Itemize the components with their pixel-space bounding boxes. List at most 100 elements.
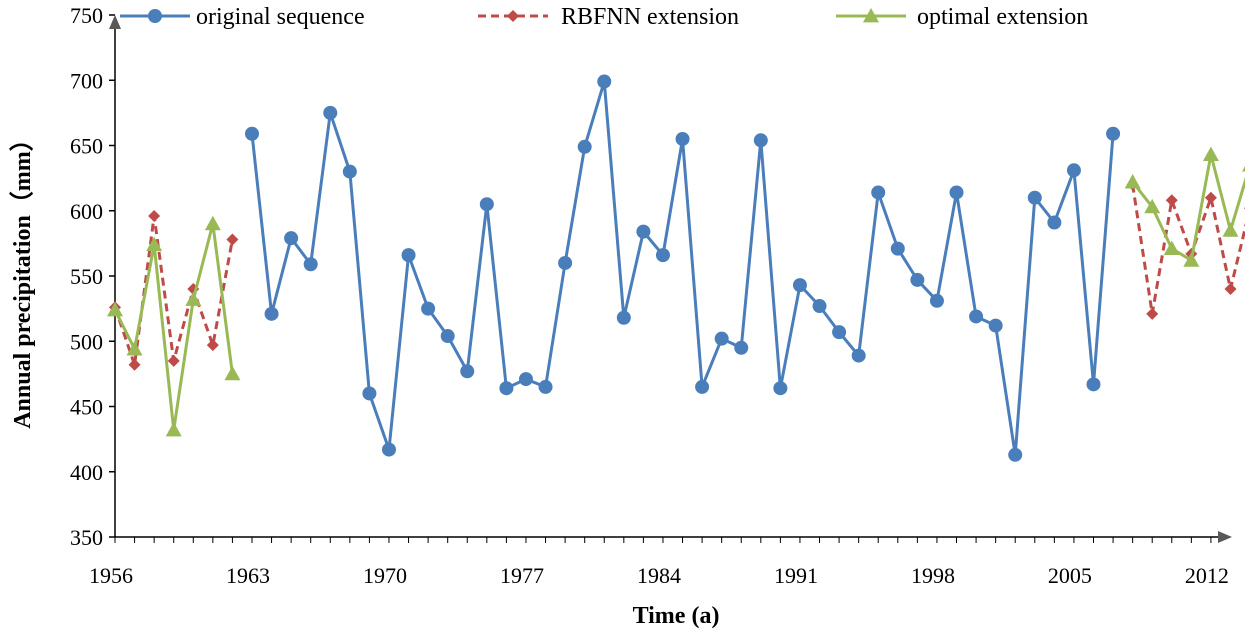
data-point [1183,252,1200,267]
x-tick-label: 1970 [363,563,407,588]
data-point [969,309,984,324]
data-point [949,185,964,200]
data-point [929,293,944,308]
data-point [538,379,553,394]
data-point [1204,191,1217,204]
tick-labels: 350 400 450 500 550 600 650 700 750 1956 1963 1970 1… [70,3,1229,588]
legend-label: RBFNN extension [561,4,739,30]
data-point [244,126,259,141]
data-point [871,185,886,200]
y-tick-label: 750 [70,3,103,28]
x-tick-label: 2012 [1185,563,1229,588]
x-tick-label: 2005 [1048,563,1092,588]
x-tick-label: 1977 [500,563,544,588]
data-point [1086,377,1101,392]
data-point [499,381,514,396]
data-point [165,421,182,437]
data-point [167,354,180,367]
data-point [204,215,221,231]
data-point [126,341,143,356]
y-tick-label: 550 [70,264,103,289]
x-tick-label: 1984 [637,563,681,588]
data-point [655,248,670,263]
x-tick-label: 1956 [89,563,133,588]
legend-item: original sequence [120,4,365,30]
data-point [1163,240,1180,255]
data-point [323,105,338,120]
axes [109,14,1232,543]
x-tick-label: 1963 [226,563,270,588]
legend-label: original sequence [196,4,365,30]
data-point [910,272,925,287]
data-point [1242,166,1245,172]
data-point [812,299,827,314]
series-original-sequence [244,74,1121,462]
data-point [734,340,749,355]
data-point [675,131,690,146]
data-point [792,278,807,293]
series-optimal-extension [107,146,1245,437]
data-point [460,364,475,379]
data-point [1106,126,1121,141]
data-point [1008,447,1023,462]
data-point [146,236,163,252]
legend-marker [507,10,519,22]
series-rbfnn-extension [109,178,1245,371]
legend-label: optimal extension [917,4,1088,30]
y-tick-label: 500 [70,329,103,354]
data-point [381,442,396,457]
data-point [1066,163,1081,178]
data-point [206,339,219,352]
data-point [264,306,279,321]
data-point [1165,194,1178,207]
data-point [773,381,788,396]
series-line [1131,184,1245,316]
data-point [342,164,357,179]
data-point [1047,215,1062,230]
data-point [1146,307,1159,320]
x-tick-label: 1991 [774,563,818,588]
data-point [185,291,202,306]
y-tick-label: 600 [70,199,103,224]
data-point [1124,174,1141,189]
data-point [224,365,241,381]
legend-item: RBFNN extension [478,4,739,30]
data-point [890,241,905,256]
data-point [362,386,377,401]
legend: original sequence RBFNN extension optimal … [120,4,1088,30]
data-point [401,248,416,263]
data-point [636,224,651,239]
series-line [1131,153,1245,262]
data-point [695,379,710,394]
data-point [107,301,123,317]
data-point [1027,190,1042,205]
y-tick-label: 650 [70,134,103,159]
legend-marker [863,8,879,23]
data-point [1224,283,1237,296]
data-point [558,255,573,270]
data-point [148,209,161,222]
y-tick-label: 400 [70,460,103,485]
data-point [421,301,436,316]
data-point [128,358,141,371]
data-point [440,329,455,344]
y-axis-title: Annual precipitation（mm） [9,127,36,429]
legend-item: optimal extension [836,4,1088,30]
data-point [518,372,533,387]
data-point [714,331,729,346]
y-tick-label: 700 [70,68,103,93]
x-tick-label: 1998 [911,563,955,588]
data-point [753,133,768,148]
data-point [1222,222,1239,237]
data-point [851,348,866,363]
data-point [226,233,239,246]
data-point [284,231,299,246]
data-point [988,318,1003,333]
legend-marker [148,9,162,23]
y-tick-label: 450 [70,395,103,420]
data-point [577,139,592,154]
data-point [832,325,847,340]
y-axis-arrow [109,15,121,29]
data-point [1144,198,1161,214]
